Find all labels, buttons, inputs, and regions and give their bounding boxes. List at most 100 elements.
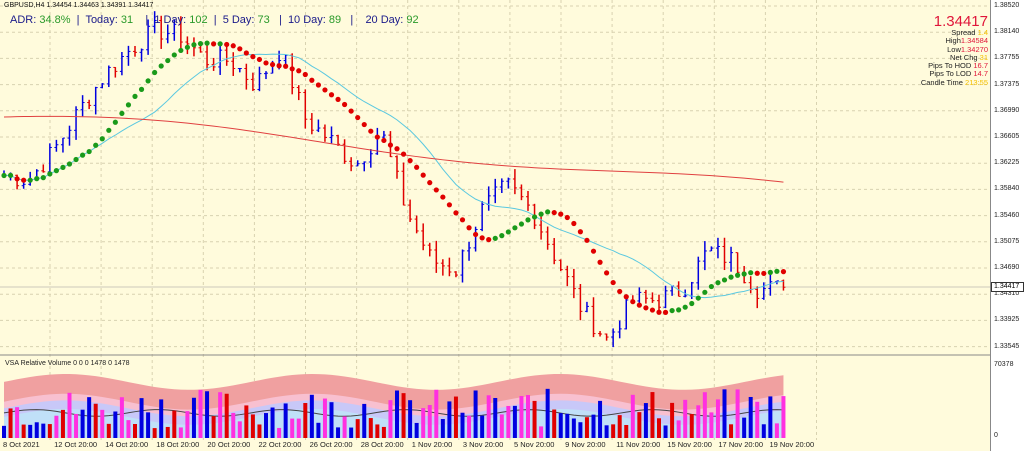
ma-dot xyxy=(237,46,243,52)
volume-bar xyxy=(493,397,498,438)
volume-bar xyxy=(499,414,504,438)
volume-bar xyxy=(224,393,229,438)
day10-value: 89 xyxy=(328,14,342,26)
ma-dot xyxy=(420,172,426,178)
volume-bar xyxy=(211,416,216,438)
ma-dot xyxy=(21,177,27,183)
ma-dot xyxy=(296,68,302,74)
ma-dot xyxy=(676,307,682,313)
volume-bar xyxy=(119,397,124,438)
volume-bar xyxy=(689,414,694,438)
volume-bar xyxy=(617,415,622,438)
volume-bar xyxy=(650,392,655,438)
volume-bar xyxy=(545,388,550,438)
ma-dot xyxy=(394,146,400,152)
ma-dot xyxy=(40,175,46,181)
volume-bar xyxy=(434,389,439,438)
ma-dot xyxy=(610,279,616,286)
ma-dot xyxy=(184,44,190,50)
day20-label: 20 Day: xyxy=(365,14,404,26)
volume-bar xyxy=(388,400,393,438)
volume-bar xyxy=(414,422,419,438)
ma-dot xyxy=(427,180,433,186)
price-chart[interactable] xyxy=(0,0,990,451)
volume-bar xyxy=(21,424,26,438)
ma-dot xyxy=(558,211,564,217)
ma-dot xyxy=(145,78,151,84)
volume-bar xyxy=(349,427,354,438)
long-ma-line xyxy=(3,115,784,183)
ma-dot xyxy=(158,63,164,69)
volume-bar xyxy=(218,392,223,438)
volume-bar xyxy=(322,398,327,438)
volume-bar xyxy=(381,426,386,438)
time-tick: 3 Nov 20:00 xyxy=(462,440,504,449)
ma-dot xyxy=(414,164,420,170)
ma-dot xyxy=(682,304,688,310)
ma-dot xyxy=(761,270,767,277)
ma-dot xyxy=(138,86,145,92)
price-tick: 1.35840 xyxy=(994,185,1020,193)
volume-bar xyxy=(191,397,196,438)
volume-bar xyxy=(643,403,648,438)
time-tick: 9 Nov 20:00 xyxy=(565,440,606,449)
volume-bar xyxy=(336,427,341,438)
volume-bar xyxy=(486,395,491,438)
volume-axis-max: 70378 xyxy=(994,361,1014,368)
ma-dot xyxy=(315,82,321,88)
time-tick: 5 Nov 20:00 xyxy=(514,440,555,449)
ma-dot xyxy=(112,119,118,125)
ma-dot xyxy=(525,217,531,223)
volume-bar xyxy=(67,392,72,438)
ma-dot xyxy=(407,158,413,164)
volume-bar xyxy=(133,424,137,438)
ma-dot xyxy=(630,299,636,305)
ma-dot xyxy=(531,214,538,220)
ma-dot xyxy=(309,77,315,83)
volume-bar xyxy=(264,413,268,438)
volume-bar xyxy=(663,425,668,438)
price-tick: 1.35075 xyxy=(994,237,1020,245)
volume-bar xyxy=(257,424,262,438)
volume-bar xyxy=(8,408,13,438)
ma-dot xyxy=(440,194,446,200)
volume-bar xyxy=(742,417,747,438)
volume-bar xyxy=(598,400,603,438)
ma-dot xyxy=(342,101,348,108)
price-tick: 1.33545 xyxy=(994,342,1020,350)
ma-dot xyxy=(623,294,629,300)
volume-bar xyxy=(375,424,380,438)
volume-bar xyxy=(755,401,760,438)
volume-bar xyxy=(198,389,203,438)
ma-dot xyxy=(473,231,479,238)
volume-bar xyxy=(676,420,681,438)
ma-dot xyxy=(217,41,223,47)
volume-bar xyxy=(657,418,661,438)
ma-dot xyxy=(715,280,721,286)
ma-dot xyxy=(381,137,387,144)
volume-bar xyxy=(178,427,183,438)
ma-dot xyxy=(230,43,236,49)
ma-dot xyxy=(243,50,249,56)
ma-dot xyxy=(604,270,610,276)
volume-bar xyxy=(401,393,406,438)
time-tick: 8 Oct 2021 xyxy=(3,440,40,449)
volume-bar xyxy=(100,409,105,438)
ma-dot xyxy=(538,211,544,217)
ma-dot xyxy=(165,57,171,64)
volume-bar xyxy=(250,414,255,438)
volume-bar xyxy=(735,389,740,438)
netchg-row: Net Chg 31 xyxy=(950,52,988,62)
ma-dot xyxy=(545,209,551,215)
price-axis[interactable] xyxy=(990,0,1024,451)
sma-line xyxy=(3,53,784,299)
volume-bar xyxy=(296,418,301,438)
ma-dot xyxy=(551,209,557,216)
ma-dot xyxy=(132,93,138,99)
volume-bar xyxy=(604,425,609,438)
ma-dot xyxy=(735,272,741,278)
volume-bar xyxy=(670,402,675,438)
volume-bar xyxy=(519,396,524,438)
volume-bar xyxy=(126,420,131,438)
